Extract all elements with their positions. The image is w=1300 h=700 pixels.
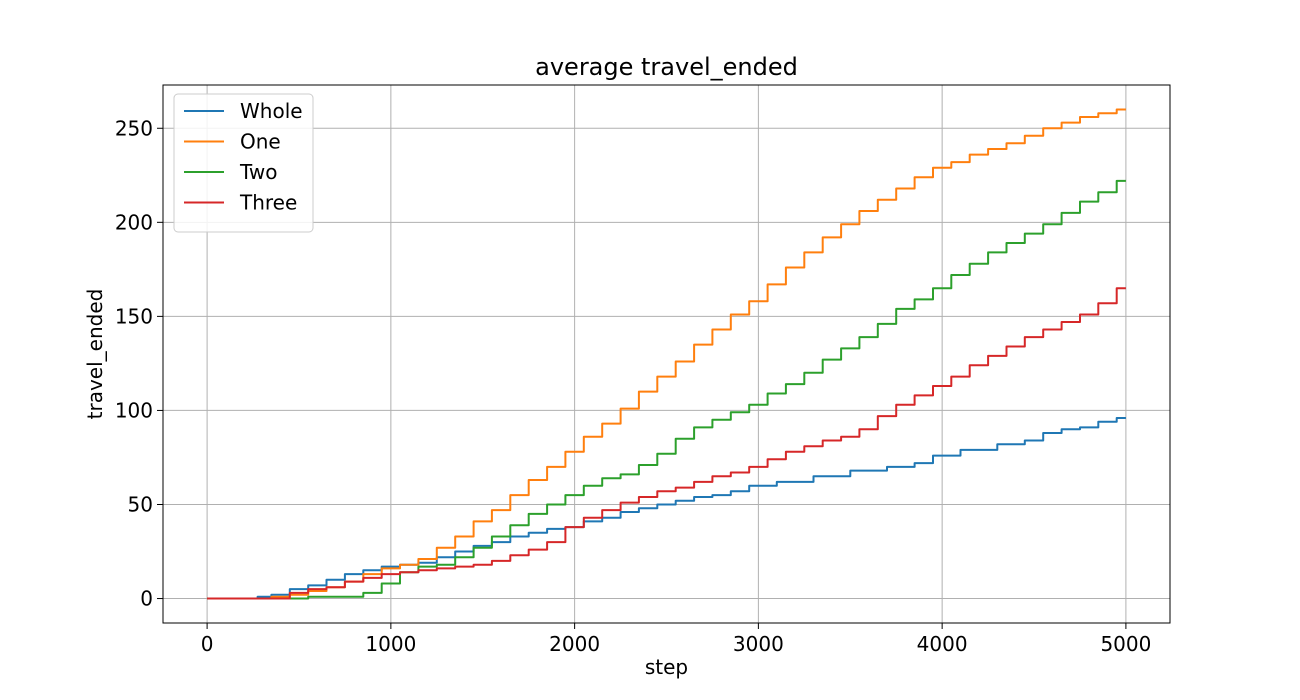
x-axis-title: step: [645, 655, 688, 679]
legend-label: Three: [239, 191, 297, 215]
y-tick-label: 150: [115, 304, 153, 328]
x-tick-label: 2000: [549, 632, 600, 656]
y-axis-title: travel_ended: [83, 289, 107, 420]
x-tick-label: 5000: [1100, 632, 1151, 656]
axes-frame: [162, 84, 1171, 624]
y-tick-label: 50: [128, 492, 153, 516]
x-tick-label: 0: [201, 632, 214, 656]
series-line-whole: [207, 417, 1126, 600]
series-line-one: [207, 108, 1126, 600]
y-tick-label: 100: [115, 398, 153, 422]
series-line-three: [207, 287, 1126, 600]
x-tick-label: 4000: [917, 632, 968, 656]
legend: Whole One Two Three: [173, 93, 314, 233]
y-tick-label: 200: [115, 210, 153, 234]
grid: [163, 85, 1170, 623]
chart-title: average travel_ended: [535, 53, 798, 81]
x-tick-label: 3000: [733, 632, 784, 656]
series-line-two: [207, 179, 1126, 600]
legend-label: Whole: [240, 99, 303, 123]
y-tick-label: 250: [115, 116, 153, 140]
legend-label: One: [240, 130, 281, 154]
series-lines: [207, 108, 1126, 600]
legend-box: [173, 93, 314, 233]
axis-ticks: 0 1000 2000 3000 4000 5000 0 50 100 150 200 250: [115, 116, 1152, 656]
x-tick-label: 1000: [365, 632, 416, 656]
y-tick-label: 0: [140, 587, 153, 611]
legend-label: Two: [239, 160, 278, 184]
